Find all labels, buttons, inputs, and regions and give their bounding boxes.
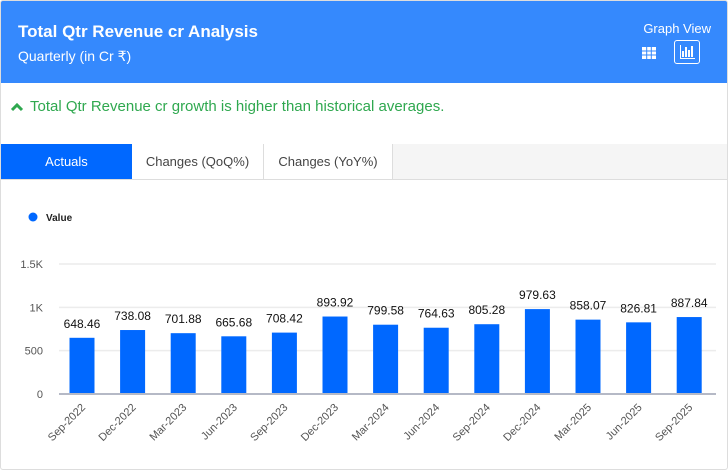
- bar: [373, 324, 399, 393]
- data-label: 708.42: [266, 312, 303, 326]
- bar: [575, 319, 601, 393]
- data-label: 826.81: [620, 301, 657, 315]
- x-tick-label: Dec-2022: [97, 402, 139, 444]
- x-tick-label: Sep-2025: [653, 402, 695, 444]
- insight-message: Total Qtr Revenue cr growth is higher th…: [10, 98, 444, 115]
- data-label: 979.63: [519, 288, 556, 302]
- x-tick-label: Sep-2023: [248, 402, 290, 444]
- data-label: 805.28: [468, 303, 505, 317]
- bar: [69, 337, 95, 393]
- card-title: Total Qtr Revenue cr Analysis: [18, 22, 258, 41]
- graph-view-button[interactable]: [674, 40, 700, 64]
- tab-changes-qoq[interactable]: Changes (QoQ%): [132, 144, 264, 179]
- y-tick-label: 0: [37, 389, 43, 401]
- x-tick-label: Mar-2025: [552, 402, 594, 444]
- data-label: 887.84: [671, 296, 708, 310]
- view-label: Graph View: [643, 21, 711, 36]
- data-label: 893.92: [317, 296, 354, 310]
- card-subtitle: Quarterly (in Cr ₹): [18, 48, 132, 64]
- bar: [322, 316, 348, 393]
- tab-changes-yoy[interactable]: Changes (YoY%): [264, 144, 393, 179]
- data-label: 799.58: [367, 304, 404, 318]
- data-label: 858.07: [570, 299, 607, 313]
- bar-chart-icon: [680, 45, 695, 59]
- x-tick-label: Dec-2024: [501, 402, 543, 444]
- bar: [120, 330, 146, 393]
- x-tick-label: Sep-2024: [451, 402, 493, 444]
- y-tick-label: 1.5K: [20, 259, 43, 271]
- data-label: 764.63: [418, 307, 455, 321]
- x-tick-label: Mar-2024: [350, 402, 392, 444]
- chevron-up-icon: [10, 102, 24, 112]
- insight-text: Total Qtr Revenue cr growth is higher th…: [30, 98, 445, 115]
- x-tick-label: Jun-2025: [604, 402, 645, 443]
- tab-actuals[interactable]: Actuals: [1, 144, 133, 179]
- bar: [626, 322, 652, 393]
- table-view-icon[interactable]: [642, 47, 656, 59]
- bar: [221, 336, 247, 393]
- bar: [524, 309, 550, 393]
- legend-label[interactable]: Value: [46, 213, 73, 224]
- card-header: Total Qtr Revenue cr Analysis Quarterly …: [1, 1, 727, 83]
- y-tick-label: 500: [25, 346, 43, 358]
- data-label: 648.46: [64, 317, 101, 331]
- tab-bar: Actuals Changes (QoQ%) Changes (YoY%): [1, 144, 727, 180]
- x-tick-label: Jun-2024: [401, 402, 442, 443]
- bar: [423, 327, 449, 393]
- bar-chart: Value 0 500 1K 1.5K 648.46 Sep-2022 738.08 Dec-…: [20, 212, 716, 444]
- x-tick-label: Sep-2022: [46, 402, 88, 444]
- data-label: 738.08: [114, 309, 151, 323]
- y-tick-label: 1K: [30, 302, 44, 314]
- x-tick-label: Jun-2023: [199, 402, 240, 443]
- bar: [271, 332, 297, 393]
- data-label: 665.68: [215, 315, 252, 329]
- bar: [676, 317, 702, 393]
- data-label: 701.88: [165, 312, 202, 326]
- x-tick-label: Dec-2023: [299, 402, 341, 444]
- legend-marker: [28, 212, 38, 222]
- bar: [170, 333, 196, 393]
- x-tick-label: Mar-2023: [148, 402, 190, 444]
- bar: [474, 324, 500, 393]
